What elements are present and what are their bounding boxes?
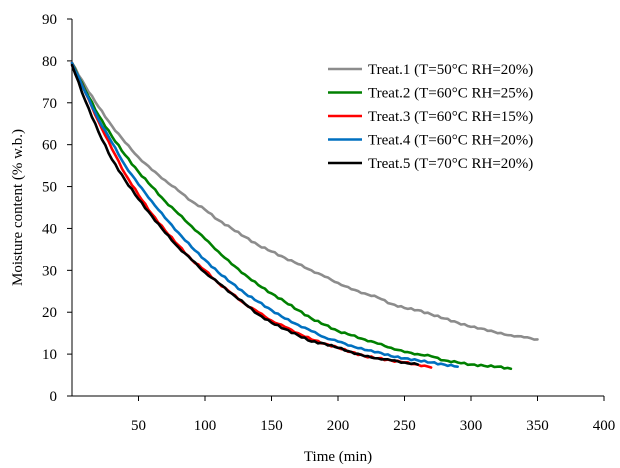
- x-tick-label: 200: [327, 418, 350, 434]
- axes: 0 10 20 30 40 50 60 70 80 90 50 100 150 200 250 300 350 4…: [42, 12, 615, 434]
- x-tick-label: 300: [460, 418, 483, 434]
- legend: Treat.1 (T=50°C RH=20%) Treat.2 (T=60°C R…: [328, 62, 533, 172]
- legend-label-3: Treat.3 (T=60°C RH=15%): [368, 109, 533, 125]
- legend-label-4: Treat.4 (T=60°C RH=20%): [368, 133, 533, 149]
- x-tick-label: 400: [593, 418, 616, 434]
- y-tick-label: 60: [42, 138, 57, 154]
- series-line-2: [70, 61, 513, 371]
- y-tick-label: 70: [42, 96, 57, 112]
- y-tick-label: 50: [42, 180, 57, 196]
- y-tick-label: 40: [42, 221, 57, 237]
- y-tick-label: 20: [42, 305, 57, 321]
- x-tick-label: 50: [131, 418, 146, 434]
- y-tick-label: 90: [42, 12, 57, 28]
- legend-label-5: Treat.5 (T=70°C RH=20%): [368, 156, 533, 172]
- y-tick-label: 0: [50, 389, 58, 405]
- y-tick-label: 30: [42, 263, 57, 279]
- series-line-5: [70, 63, 420, 366]
- y-axis-title: Moisture content (% w.b.): [10, 129, 26, 286]
- x-tick-label: 250: [393, 418, 416, 434]
- y-tick-label: 80: [42, 54, 57, 70]
- legend-label-1: Treat.1 (T=50°C RH=20%): [368, 62, 533, 78]
- series-line-4: [70, 61, 459, 368]
- legend-label-2: Treat.2 (T=60°C RH=25%): [368, 86, 533, 102]
- x-tick-label: 150: [260, 418, 283, 434]
- series-line-1: [70, 61, 539, 341]
- x-axis-title: Time (min): [304, 449, 372, 465]
- y-tick-label: 10: [42, 347, 57, 363]
- x-tick-label: 100: [194, 418, 217, 434]
- x-tick-label: 350: [526, 418, 549, 434]
- series-layer: [70, 61, 539, 371]
